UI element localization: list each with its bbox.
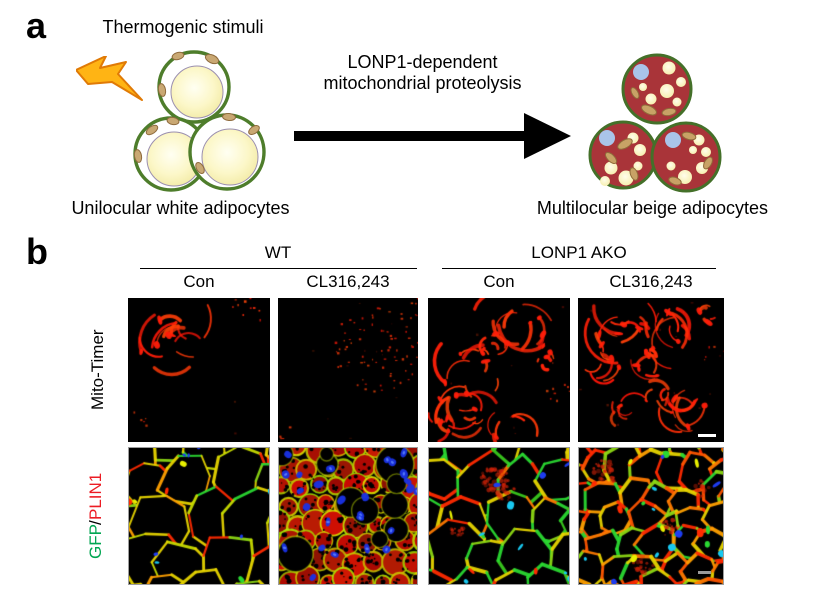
row-label-gfp-plin1: GFP / PLIN1 bbox=[86, 447, 106, 585]
panel-b-label: b bbox=[26, 231, 48, 272]
condition-header-ako-cl316243: CL316,243 bbox=[609, 272, 693, 291]
beige-adipocytes-illustration bbox=[588, 53, 722, 193]
white-adipocytes-illustration bbox=[133, 50, 266, 192]
row-label-slash: / bbox=[86, 519, 105, 525]
arrow-caption-line2: mitochondrial proteolysis bbox=[323, 73, 522, 93]
arrow-caption-line1: LONP1-dependent bbox=[347, 52, 498, 72]
arrow-caption: LONP1-dependent mitochondrial proteolysi… bbox=[300, 52, 545, 94]
micrograph-gfp-plin1-ako-cl316243 bbox=[578, 447, 724, 585]
row-label-gfp: GFP bbox=[86, 524, 105, 560]
micrograph-mito-timer-wt-cl316243 bbox=[278, 298, 418, 442]
beige-adipocyte-bottom-right bbox=[650, 121, 722, 193]
beige-adipocyte-bottom-left bbox=[588, 120, 658, 190]
group-underline-wt bbox=[140, 268, 417, 269]
condition-header-wt-cl316243: CL316,243 bbox=[306, 272, 390, 291]
white-adipocytes-caption: Unilocular white adipocytes bbox=[71, 198, 290, 218]
micrograph-mito-timer-wt-con bbox=[128, 298, 270, 442]
row-label-plin1: PLIN1 bbox=[86, 472, 105, 520]
panel-a-label: a bbox=[26, 5, 47, 46]
right-arrow-icon bbox=[294, 113, 571, 159]
micrograph-mito-timer-ako-con bbox=[428, 298, 570, 442]
micrograph-gfp-plin1-ako-con bbox=[428, 447, 570, 585]
group-header-wt: WT bbox=[264, 243, 292, 262]
lightning-bolt-icon bbox=[76, 56, 143, 101]
row-label-mito-timer: Mito-Timer bbox=[88, 329, 107, 411]
condition-header-ako-con: Con bbox=[483, 272, 515, 291]
white-adipocyte-bottom-left bbox=[133, 116, 209, 192]
scale-bar bbox=[698, 434, 716, 437]
condition-header-wt-con: Con bbox=[183, 272, 215, 291]
beige-adipocytes-caption: Multilocular beige adipocytes bbox=[536, 198, 769, 218]
scale-bar bbox=[698, 571, 711, 574]
white-adipocyte-bottom-right bbox=[188, 112, 266, 191]
micrograph-mito-timer-ako-cl316243 bbox=[578, 298, 724, 442]
beige-adipocyte-top bbox=[621, 53, 693, 125]
thermogenic-stimuli-label: Thermogenic stimuli bbox=[102, 17, 264, 37]
group-underline-lonp1-ako bbox=[442, 268, 716, 269]
group-header-lonp1-ako: LONP1 AKO bbox=[531, 243, 627, 262]
micrograph-gfp-plin1-wt-con bbox=[128, 447, 270, 585]
white-adipocyte-top bbox=[157, 50, 231, 124]
micrograph-gfp-plin1-wt-cl316243 bbox=[278, 447, 418, 585]
